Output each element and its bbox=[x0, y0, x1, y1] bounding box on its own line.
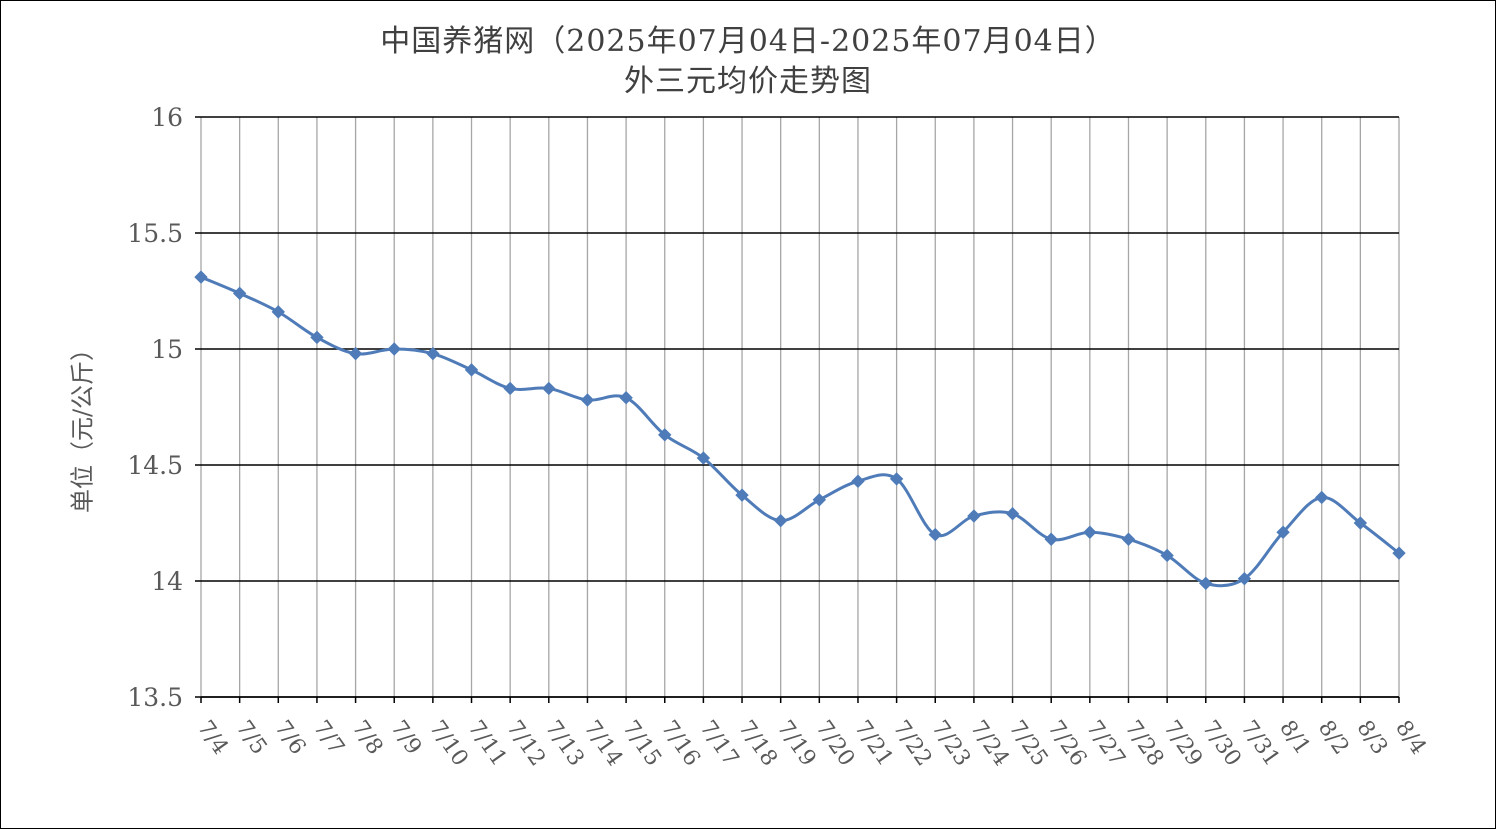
data-point bbox=[1199, 576, 1213, 591]
data-point bbox=[1353, 516, 1368, 530]
x-tick-label: 7/31 bbox=[1236, 716, 1285, 771]
data-point bbox=[426, 346, 440, 361]
chart-subtitle: 外三元均价走势图 bbox=[624, 64, 872, 99]
data-point bbox=[889, 472, 904, 486]
y-tick-label: 16 bbox=[151, 103, 183, 132]
x-tick-label: 7/30 bbox=[1197, 716, 1246, 771]
data-point bbox=[542, 381, 556, 396]
x-tick-label: 7/28 bbox=[1120, 716, 1169, 771]
x-tick-label: 7/12 bbox=[501, 716, 550, 771]
x-tick-label: 7/26 bbox=[1042, 716, 1091, 771]
x-tick-label: 7/14 bbox=[579, 716, 628, 771]
data-point bbox=[1160, 548, 1174, 563]
data-point bbox=[735, 488, 749, 502]
data-point bbox=[812, 493, 827, 507]
data-point bbox=[580, 393, 595, 407]
x-tick-label: 7/20 bbox=[810, 716, 859, 771]
y-tick-label: 14.5 bbox=[127, 451, 183, 480]
data-point bbox=[194, 270, 208, 284]
data-point bbox=[1083, 525, 1097, 539]
data-point bbox=[619, 391, 633, 405]
x-tick-label: 7/13 bbox=[540, 716, 589, 771]
x-tick-label: 7/27 bbox=[1081, 716, 1130, 771]
x-tick-label: 7/17 bbox=[694, 716, 743, 771]
x-tick-label: 7/19 bbox=[772, 716, 821, 771]
x-tick-label: 7/8 bbox=[347, 716, 388, 759]
data-point bbox=[1315, 490, 1329, 505]
x-tick-label: 7/11 bbox=[463, 716, 512, 771]
x-tick-label: 8/3 bbox=[1351, 716, 1392, 759]
y-tick-label: 14 bbox=[151, 567, 183, 596]
data-point bbox=[851, 474, 865, 488]
chart-title: 中国养猪网（2025年07月04日-2025年07月04日） bbox=[380, 24, 1116, 59]
x-tick-label: 8/4 bbox=[1390, 716, 1431, 759]
data-point bbox=[348, 346, 363, 361]
data-point bbox=[967, 509, 981, 523]
data-point bbox=[387, 342, 401, 356]
data-point bbox=[773, 513, 788, 528]
y-tick-label: 15.5 bbox=[127, 219, 183, 248]
data-point bbox=[696, 451, 711, 465]
x-tick-label: 7/7 bbox=[308, 716, 349, 759]
x-tick-label: 7/18 bbox=[733, 716, 782, 771]
data-point bbox=[1005, 507, 1020, 521]
x-tick-label: 7/24 bbox=[965, 716, 1014, 771]
data-point bbox=[1392, 546, 1406, 560]
x-tick-label: 7/25 bbox=[1004, 716, 1053, 771]
x-tick-label: 7/6 bbox=[269, 716, 310, 759]
data-point bbox=[271, 305, 285, 319]
x-tick-label: 7/29 bbox=[1158, 716, 1207, 771]
data-point bbox=[464, 363, 479, 377]
x-tick-label: 7/4 bbox=[192, 716, 233, 759]
y-tick-label: 15 bbox=[151, 335, 183, 364]
series-line bbox=[200, 275, 1400, 588]
x-tick-label: 7/23 bbox=[926, 716, 975, 771]
x-tick-label: 8/2 bbox=[1313, 716, 1354, 759]
data-point bbox=[310, 330, 324, 345]
x-tick-label: 7/21 bbox=[849, 716, 898, 771]
data-point bbox=[928, 527, 942, 542]
data-point bbox=[1044, 532, 1058, 546]
y-tick-label: 13.5 bbox=[127, 683, 183, 712]
x-tick-label: 7/16 bbox=[656, 716, 705, 771]
data-point bbox=[658, 428, 672, 442]
x-tick-label: 7/10 bbox=[424, 716, 473, 771]
data-point bbox=[503, 381, 517, 396]
x-tick-label: 7/22 bbox=[888, 716, 937, 771]
x-tick-label: 7/15 bbox=[617, 716, 666, 771]
data-point bbox=[1121, 532, 1136, 546]
x-tick-label: 7/9 bbox=[385, 716, 426, 759]
x-tick-label: 7/5 bbox=[231, 716, 272, 759]
data-point bbox=[232, 286, 247, 301]
data-point bbox=[1237, 571, 1252, 586]
data-point bbox=[1276, 525, 1290, 539]
